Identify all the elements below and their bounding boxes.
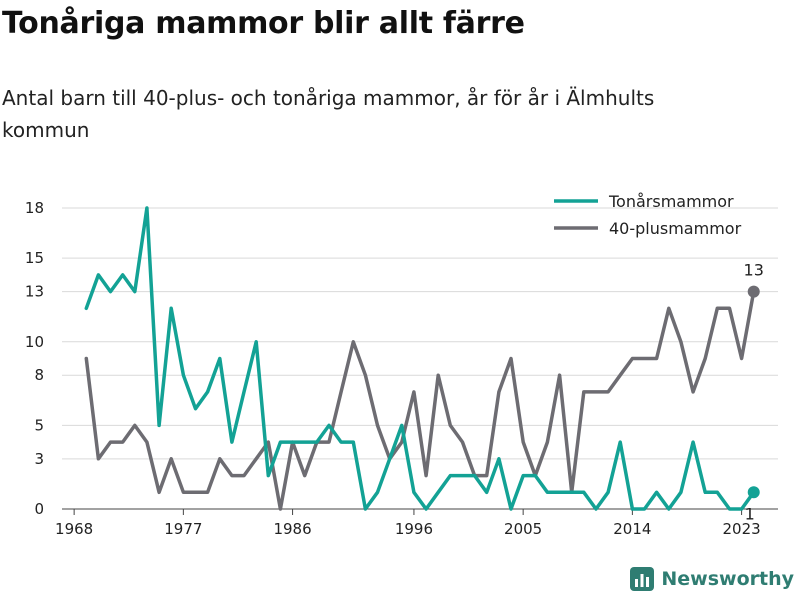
series-lines	[84, 206, 756, 511]
x-tick-label: 2014	[613, 520, 651, 538]
y-tick-label: 13	[25, 283, 44, 301]
y-tick-label: 0	[34, 500, 44, 518]
legend-label: Tonårsmammor	[608, 192, 734, 211]
end-markers: 13 1	[744, 261, 764, 524]
chart-title: Tonåriga mammor blir allt färre	[2, 6, 525, 41]
legend-label: 40-plusmammor	[609, 219, 742, 238]
end-point-marker	[747, 285, 760, 298]
y-tick-label: 15	[25, 249, 44, 267]
end-point-marker	[747, 486, 760, 499]
chart-subtitle: Antal barn till 40-plus- och tonåriga ma…	[2, 86, 655, 142]
newsworthy-logo-icon	[630, 567, 655, 591]
brand-logo: Newsworthy	[629, 566, 794, 592]
series-line-tonårsmammor	[84, 206, 756, 511]
x-tick-label: 2023	[722, 520, 760, 538]
y-tick-label: 10	[25, 333, 44, 351]
end-value-label: 1	[745, 504, 755, 523]
y-tick-label: 5	[34, 416, 44, 434]
y-axis-ticks: 0 3 5 8 10 13 15 18	[25, 199, 44, 518]
end-value-label: 13	[744, 261, 764, 280]
x-tick-label: 2005	[504, 520, 542, 538]
x-tick-label: 1986	[273, 520, 311, 538]
series-line-40-plusmammor	[84, 289, 756, 511]
y-tick-label: 8	[34, 366, 44, 384]
x-tick-label: 1996	[395, 520, 433, 538]
y-tick-label: 3	[34, 450, 44, 468]
brand-name: Newsworthy	[661, 568, 794, 590]
x-axis: 1968 1977 1986 1996 2005 2014 2023	[55, 508, 778, 538]
legend: Tonårsmammor 40-plusmammor	[554, 192, 742, 238]
x-tick-label: 1977	[164, 520, 202, 538]
y-tick-label: 18	[25, 199, 44, 217]
x-tick-label: 1968	[55, 520, 93, 538]
